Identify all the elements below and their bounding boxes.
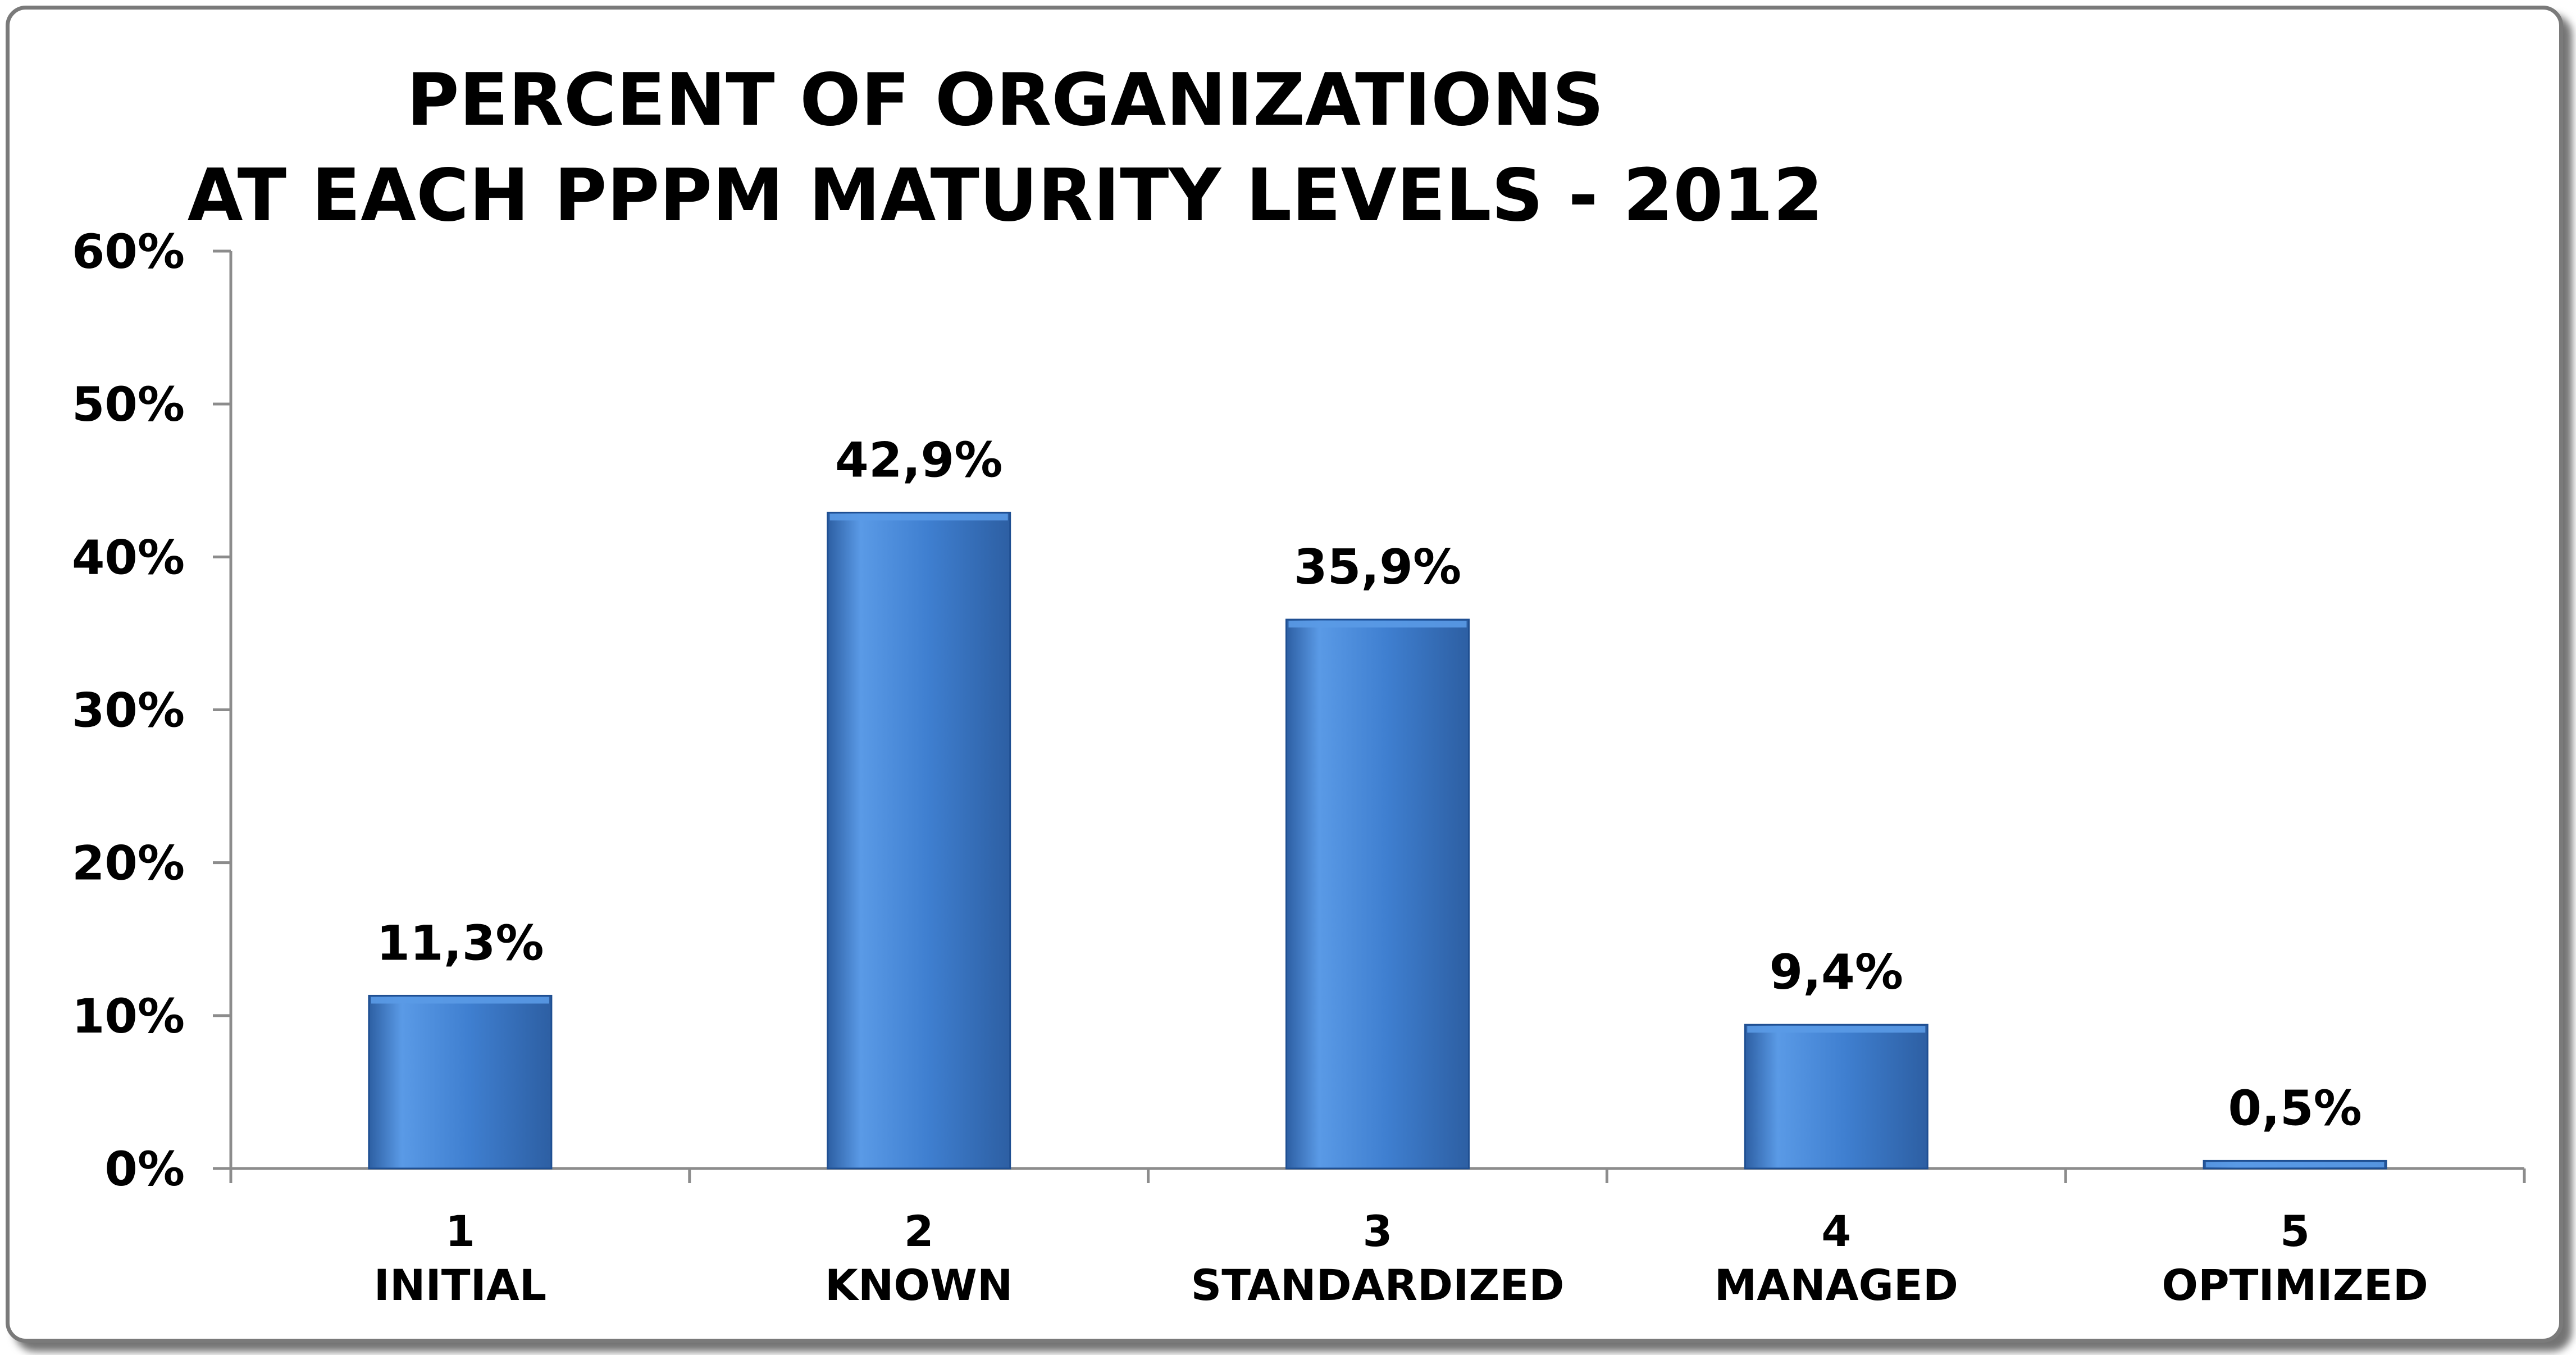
category-name-5: OPTIMIZED	[2162, 1260, 2428, 1310]
y-tick-label: 30%	[72, 683, 185, 738]
chart-title: PERCENT OF ORGANIZATIONS AT EACH PPPM MA…	[188, 58, 1823, 238]
x-axis	[229, 1167, 2526, 1183]
category-number-2: 2	[904, 1206, 934, 1256]
bar-3-bevel	[1288, 620, 1467, 628]
y-tick-label: 60%	[72, 224, 185, 279]
bar-2	[827, 511, 1011, 1170]
category-number-5: 5	[2280, 1206, 2310, 1256]
y-tick-label: 20%	[72, 836, 185, 891]
data-label-5: 0,5%	[2228, 1080, 2362, 1136]
y-tick-label: 0%	[104, 1142, 185, 1197]
y-tick-label: 40%	[72, 530, 185, 585]
category-name-1: INITIAL	[374, 1260, 547, 1310]
data-label-2: 42,9%	[835, 432, 1002, 488]
bar-2-bevel	[829, 513, 1008, 521]
y-tick-label: 10%	[72, 989, 185, 1044]
data-label-1: 11,3%	[376, 915, 544, 971]
category-name-2: KNOWN	[825, 1260, 1013, 1310]
category-name-4: MANAGED	[1715, 1260, 1958, 1310]
bars	[368, 511, 2387, 1170]
y-axis: 0% 10% 20% 30% 40% 50% 60%	[72, 224, 232, 1197]
category-number-1: 1	[445, 1206, 475, 1256]
category-name-3: STANDARDIZED	[1191, 1260, 1565, 1310]
category-number-3: 3	[1363, 1206, 1393, 1256]
category-number-4: 4	[1821, 1206, 1851, 1256]
bar-4	[1744, 1024, 1928, 1170]
chart-title-line-1: PERCENT OF ORGANIZATIONS	[407, 58, 1604, 142]
bar-3	[1285, 619, 1470, 1170]
bar-4-bevel	[1747, 1026, 1926, 1033]
data-labels: 11,3% 42,9% 35,9% 9,4% 0,5%	[376, 432, 2362, 1136]
chart-title-line-2: AT EACH PPPM MATURITY LEVELS - 2012	[188, 154, 1823, 238]
data-label-4: 9,4%	[1770, 944, 1904, 1001]
bar-1-bevel	[371, 997, 549, 1004]
bar-1	[368, 994, 553, 1170]
y-tick-label: 50%	[72, 377, 185, 432]
bar-5-bevel	[2206, 1162, 2384, 1167]
data-label-3: 35,9%	[1294, 539, 1461, 595]
